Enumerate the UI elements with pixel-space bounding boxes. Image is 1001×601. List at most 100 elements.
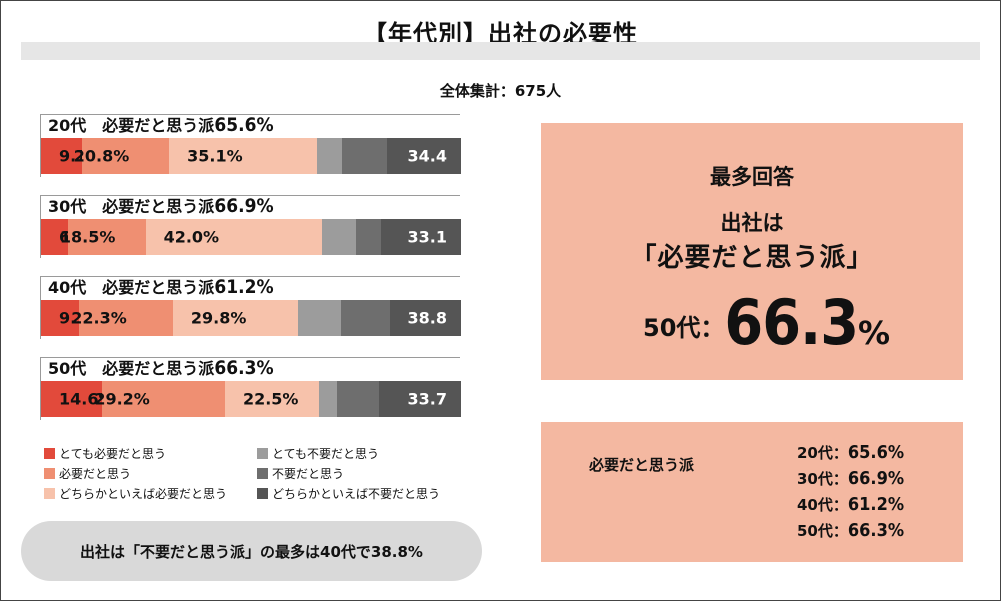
legend-item-very-unnecessary: とても不要だと思う <box>257 445 379 462</box>
top-answer-line2: 「必要だと思う派」 <box>630 243 874 273</box>
bar-segment-necessary: 22.3% <box>71 300 173 336</box>
summary-rows: 20代：65.6% 30代：66.9% 40代：61.2% 50代：66.3% <box>797 442 904 546</box>
legend-item-somewhat-unnecessary: どちらかといえば不要だと思う <box>257 485 440 502</box>
age-label: 30代 <box>48 197 87 216</box>
summary-value: 65.6% <box>847 442 905 463</box>
top-answer-line1: 出社は <box>720 211 784 235</box>
segment-value-label: 29.2% <box>94 389 150 409</box>
age-label: 40代 <box>48 278 87 297</box>
legend-label: どちらかといえば必要だと思う <box>59 487 228 501</box>
stacked-bar: 9.7%20.8%35.1%34.4 <box>41 138 461 174</box>
summary-value: 61.2% <box>847 494 905 515</box>
segment-value-label: 20.8% <box>73 146 130 166</box>
bar-segment-very-unnecessary <box>321 219 356 255</box>
legend-swatch <box>257 448 268 459</box>
segment-value-label: 33.7 <box>407 389 447 409</box>
summary-label: 必要だと思う派 <box>589 456 695 474</box>
stacked-bar: 14.6% 29.2% 22.5% 33.7 <box>41 381 461 417</box>
segment-value-label: 33.1 <box>407 227 447 247</box>
age-label: 20代 <box>48 116 87 135</box>
summary-box: 必要だと思う派 20代：65.6% 30代：66.9% 40代：61.2% 50… <box>541 422 963 562</box>
bar-group-outline <box>40 276 460 339</box>
top-answer-unit: % <box>858 314 891 352</box>
segment-value-label: 29.8% <box>190 308 247 328</box>
bar-group-heading: 20代 必要だと思う派65.6% <box>48 112 274 136</box>
legend: とても必要だと思う とても不要だと思う 必要だと思う 不要だと思う どちらかとい… <box>44 445 474 505</box>
bar-group-3: 50代 必要だと思う派66.3% 14.6% 29.2% 22.5% 33.7 <box>40 353 461 420</box>
bar-segment-somewhat-necessary: 42.0% <box>145 219 322 255</box>
legend-swatch <box>44 448 55 459</box>
headline-percent: 66.3% <box>214 357 274 379</box>
bar-segment-unnecessary <box>341 138 388 174</box>
segment-value-label: 22.5% <box>242 389 299 409</box>
summary-value: 66.9% <box>847 468 905 489</box>
summary-row: 40代：61.2% <box>797 494 904 520</box>
segment-value-label: 18.5% <box>59 227 116 247</box>
segment-value-label: 22.3% <box>71 308 127 328</box>
headline-percent: 61.2% <box>214 276 274 298</box>
bar-group-heading: 30代 必要だと思う派66.9% <box>48 193 274 217</box>
bar-segment-necessary: 18.5% <box>60 219 146 255</box>
summary-age: 50代： <box>797 522 848 540</box>
bar-segment-very-unnecessary <box>316 138 342 174</box>
summary-row: 50代：66.3% <box>797 520 904 546</box>
legend-swatch <box>44 468 55 479</box>
bar-segment-very-necessary: 14.6% <box>41 381 115 417</box>
bar-segment-somewhat-unnecessary: 33.1 <box>380 219 461 255</box>
note-text: 出社は「不要だと思う派」の最多は40代で38.8% <box>80 542 423 561</box>
bar-segment-somewhat-unnecessary: 34.4 <box>387 138 461 174</box>
legend-item-somewhat-necessary: どちらかといえば必要だと思う <box>44 485 227 502</box>
bar-group-outline <box>40 114 460 177</box>
legend-label: 必要だと思う <box>59 467 132 481</box>
legend-item-necessary: 必要だと思う <box>44 465 131 482</box>
bar-segment-necessary: 20.8% <box>74 138 170 174</box>
segment-value-label: 14.6% <box>59 389 115 409</box>
age-label: 50代 <box>48 359 87 378</box>
legend-swatch <box>44 488 55 499</box>
note-pill: 出社は「不要だと思う派」の最多は40代で38.8% <box>21 521 482 581</box>
top-answer-heading: 最多回答 <box>710 165 794 189</box>
legend-label: とても不要だと思う <box>272 447 380 461</box>
top-answer-box: 最多回答 出社は 「必要だと思う派」 50代：66.3% <box>541 123 963 380</box>
stacked-bar: 9.1%22.3%29.8%38.8 <box>41 300 461 336</box>
bar-group-heading: 50代 必要だと思う派66.3% <box>48 355 274 379</box>
headline-percent: 65.6% <box>214 114 274 136</box>
bar-segment-very-unnecessary <box>319 381 338 417</box>
summary-value: 66.3% <box>847 520 905 541</box>
legend-label: とても必要だと思う <box>59 447 167 461</box>
segment-value-label: 38.8 <box>407 308 447 328</box>
headline-percent: 66.9% <box>214 195 274 217</box>
summary-age: 40代： <box>797 496 848 514</box>
headline-label: 必要だと思う派 <box>102 197 215 216</box>
summary-age: 20代： <box>797 444 848 462</box>
bar-group-outline <box>40 195 460 258</box>
bar-segment-somewhat-unnecessary: 33.7 <box>379 381 461 417</box>
legend-item-very-necessary: とても必要だと思う <box>44 445 166 462</box>
title-underline-band <box>21 42 980 60</box>
segment-value-label: 34.4 <box>407 146 447 166</box>
bar-group-1: 30代 必要だと思う派66.9%6.4%18.5%42.0%33.1 <box>40 191 461 258</box>
bar-group-outline <box>40 357 460 420</box>
summary-age: 30代： <box>797 470 848 488</box>
bar-segment-somewhat-unnecessary: 38.8 <box>390 300 461 336</box>
bar-segment-somewhat-necessary: 22.5% <box>224 381 320 417</box>
legend-item-unnecessary: 不要だと思う <box>257 465 344 482</box>
headline-label: 必要だと思う派 <box>102 278 215 297</box>
summary-row: 30代：66.9% <box>797 468 904 494</box>
headline-label: 必要だと思う派 <box>102 359 215 378</box>
total-respondents: 全体集計：675人 <box>439 82 562 100</box>
top-answer-value: 66.3 <box>724 286 859 359</box>
bar-group-heading: 40代 必要だと思う派61.2% <box>48 274 274 298</box>
summary-row: 20代：65.6% <box>797 442 904 468</box>
legend-swatch <box>257 488 268 499</box>
bar-segment-very-unnecessary <box>298 300 342 336</box>
bar-segment-unnecessary <box>337 381 380 417</box>
segment-value-label: 35.1% <box>187 146 243 166</box>
legend-swatch <box>257 468 268 479</box>
bar-segment-somewhat-necessary: 29.8% <box>172 300 299 336</box>
stacked-bar: 6.4%18.5%42.0%33.1 <box>41 219 461 255</box>
bar-segment-somewhat-necessary: 35.1% <box>169 138 317 174</box>
top-answer-age: 50代： <box>643 314 725 342</box>
bar-segment-necessary: 29.2% <box>94 381 225 417</box>
bar-segment-unnecessary <box>355 219 381 255</box>
